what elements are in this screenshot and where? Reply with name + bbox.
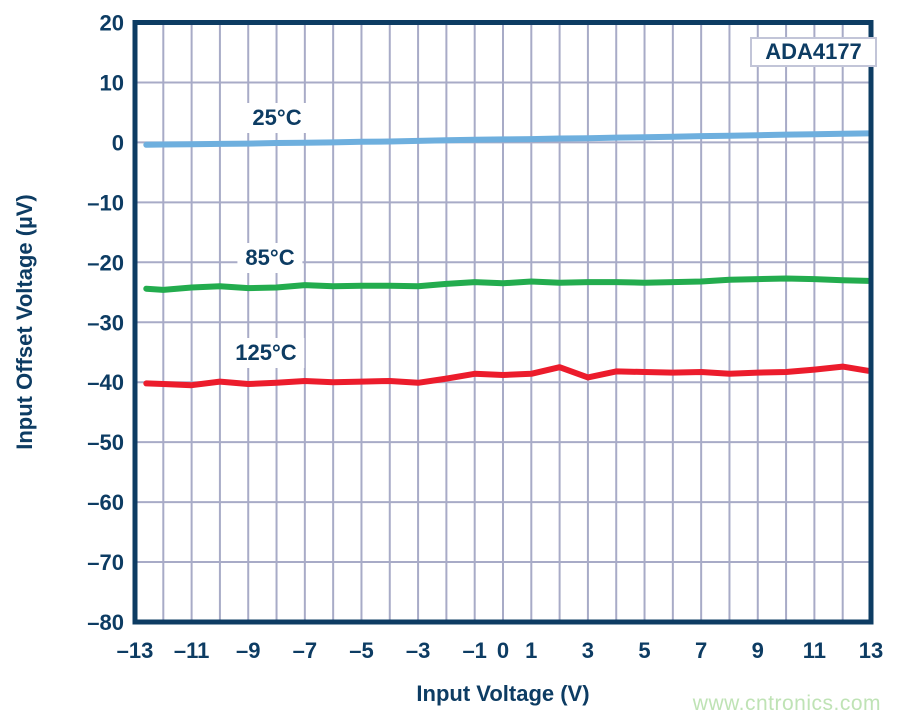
x-tick-label: –9: [236, 638, 260, 663]
y-axis-title: Input Offset Voltage (µV): [12, 194, 37, 450]
plot-border: [132, 20, 874, 625]
x-tick-label: 0: [497, 638, 509, 663]
y-tick-label: –60: [87, 490, 124, 515]
x-tick-label: –3: [406, 638, 430, 663]
series-line-85c: [143, 275, 872, 293]
x-tick-label: 5: [638, 638, 650, 663]
x-tick-label: –1: [462, 638, 486, 663]
y-tick-label: –50: [87, 430, 124, 455]
x-tick-label: 9: [752, 638, 764, 663]
series-line-125c: [143, 363, 872, 389]
y-tick-label: 0: [112, 130, 124, 155]
x-tick-label: 1: [525, 638, 537, 663]
x-tick-label: –13: [117, 638, 154, 663]
y-tick-label: 20: [100, 11, 124, 36]
x-tick-label: 13: [859, 638, 883, 663]
x-tick-label: –5: [349, 638, 373, 663]
watermark-text: www.cntronics.com: [692, 692, 881, 715]
x-tick-label: –7: [293, 638, 317, 663]
x-tick-label: 7: [695, 638, 707, 663]
series-label-25c: 25°C: [244, 103, 310, 133]
series-label-85c: 85°C: [237, 243, 303, 273]
y-tick-label: –20: [87, 250, 124, 275]
x-axis-title: Input Voltage (V): [416, 681, 590, 706]
x-tick-label: 3: [582, 638, 594, 663]
y-tick-label: –80: [87, 610, 124, 635]
y-tick-label: –40: [87, 370, 124, 395]
y-tick-label: –70: [87, 550, 124, 575]
y-tick-label: –30: [87, 310, 124, 335]
part-number-badge: ADA4177: [750, 37, 877, 67]
y-tick-label: –10: [87, 190, 124, 215]
x-tick-label: –11: [174, 638, 210, 663]
series-line-25c: [143, 130, 872, 148]
series-label-125c: 125°C: [227, 338, 305, 368]
y-tick-label: 10: [100, 70, 124, 95]
x-tick-label: 11: [803, 638, 826, 663]
